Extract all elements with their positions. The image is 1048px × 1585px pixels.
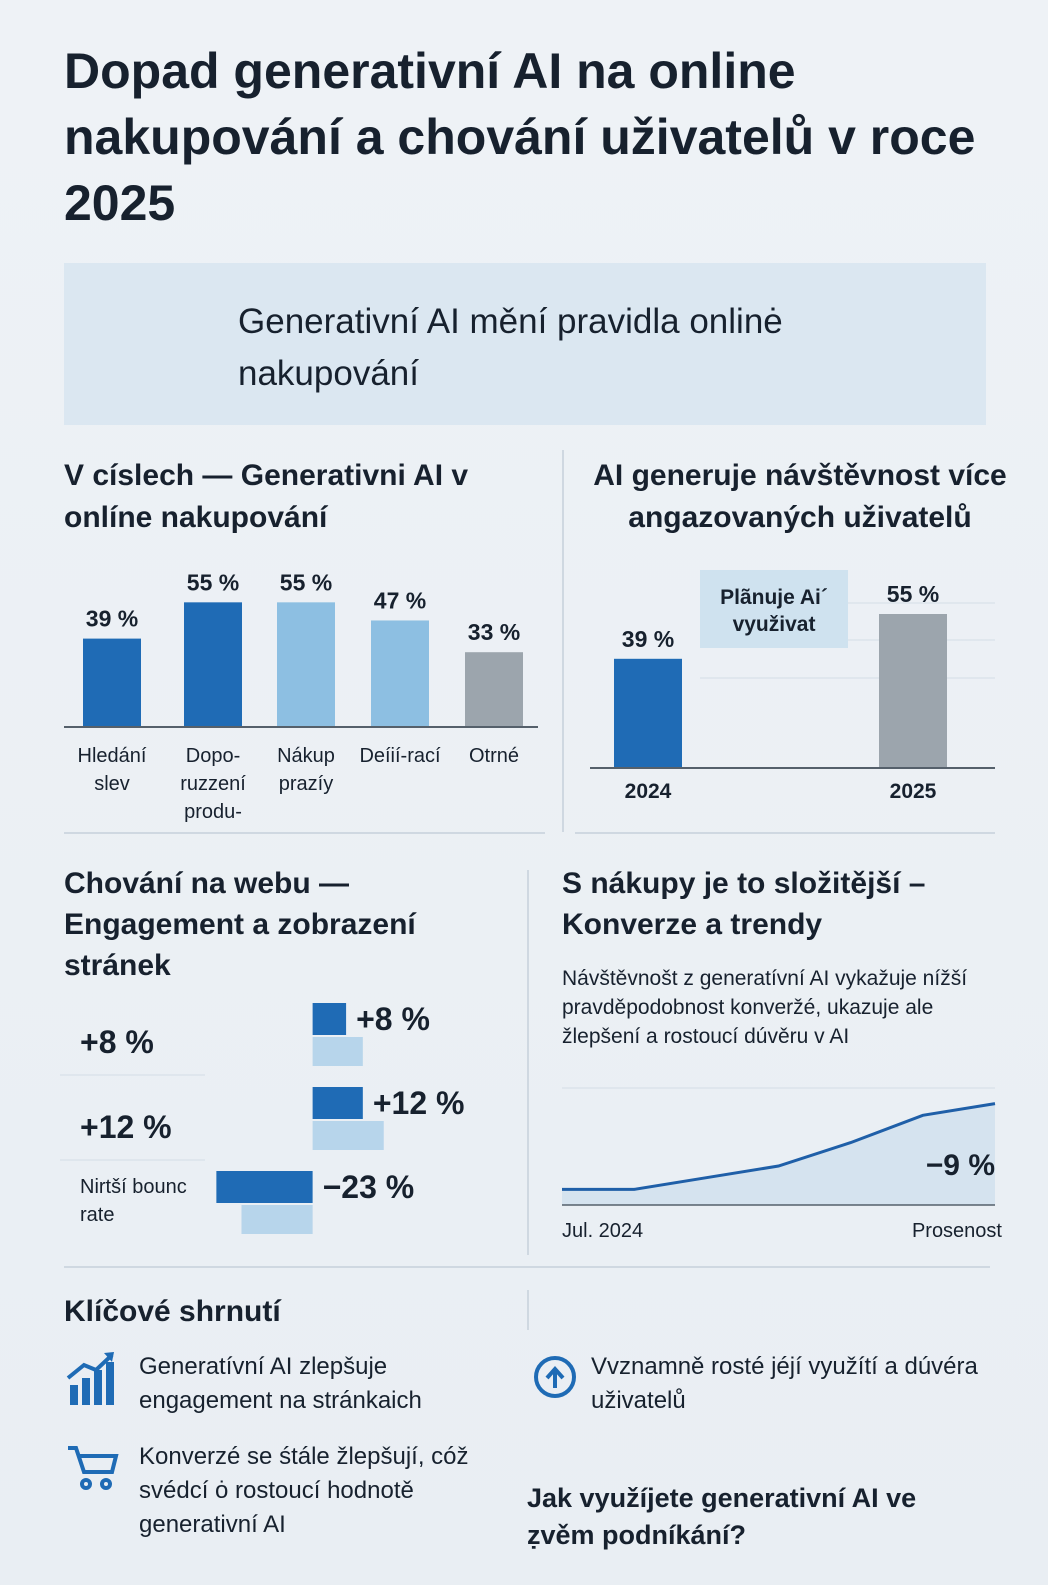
- value-label: 55 %: [280, 569, 332, 595]
- bar: [465, 652, 523, 727]
- cart-icon: [68, 1446, 119, 1490]
- banner: [64, 263, 986, 425]
- bar: [312, 1087, 363, 1119]
- bar: [83, 638, 141, 727]
- value-label: +8 %: [356, 1001, 430, 1037]
- summary-question: Jak využíjete generativní AI ve ẓvěm pod…: [527, 1483, 917, 1550]
- area: [562, 1103, 995, 1205]
- bar: [184, 602, 242, 727]
- value-label: 55 %: [887, 581, 939, 607]
- bar: [216, 1171, 313, 1203]
- arrow-up-icon: [534, 1356, 576, 1398]
- chart-subtitle: Návštěvnošt z generatívní AI vykažuje ní…: [562, 967, 968, 1048]
- bar: [879, 614, 947, 768]
- category-label: Dopo-ruzzení produ-: [180, 745, 246, 823]
- summary-item: Vvznamně rosté jéjí využítí a dúvéra uži…: [591, 1353, 978, 1414]
- row-label: +8 %: [80, 1024, 154, 1060]
- category-label: 2025: [889, 780, 937, 803]
- value-label: 39 %: [86, 606, 138, 632]
- summary-item: Konverzé se śtále žlepšují, cóž svédcí ȯ…: [139, 1443, 469, 1538]
- bar: [312, 1003, 347, 1035]
- chart-title: Chování na webu — Engagement a zobrazení…: [64, 867, 416, 982]
- annotation: Plãnuje Ai´ využivat: [720, 586, 828, 636]
- annotation-box: [700, 570, 848, 648]
- value-label: 33 %: [468, 619, 520, 645]
- x-tick-label: Prosenost: [912, 1220, 1002, 1242]
- chart-title: AI generuje návštěvnost více angazovanýc…: [593, 459, 1007, 534]
- bar: [241, 1205, 313, 1234]
- category-label: Otrné: [468, 745, 520, 767]
- category-label: Deíií-rací: [359, 745, 441, 767]
- value-label: +12 %: [373, 1085, 465, 1121]
- bar: [614, 658, 682, 768]
- row-label: +12 %: [80, 1109, 172, 1145]
- row-label: Nirtší bounc rate: [80, 1176, 187, 1226]
- chart-title: S nákupy je to složitější – Konverze a t…: [562, 867, 926, 941]
- value-label: −23 %: [323, 1169, 415, 1205]
- category-label: Nákup prazíy: [277, 745, 335, 795]
- category-label: 2024: [624, 780, 672, 803]
- page-title: Dopad generativní AI na online nakupován…: [64, 43, 976, 231]
- bar: [371, 620, 429, 727]
- annotation: −9 %: [926, 1149, 995, 1182]
- summary-title: Klíčové shrnutí: [64, 1295, 281, 1328]
- chart-icon: [66, 1352, 114, 1405]
- bar: [312, 1037, 363, 1066]
- x-tick-label: Jul. 2024: [562, 1220, 643, 1242]
- value-label: 55 %: [187, 569, 239, 595]
- bar: [312, 1121, 384, 1150]
- value-label: 39 %: [622, 626, 674, 652]
- summary-item: Generatívní AI zlepšuje engagement na st…: [139, 1353, 422, 1414]
- banner-text: Generativní AI mění pravidla onlinė naku…: [238, 302, 783, 393]
- chart-title: V císlech — Generativni AI v onlíne naku…: [64, 459, 469, 534]
- category-label: Hledání slev: [77, 745, 147, 795]
- bar: [277, 602, 335, 727]
- line: [562, 1102, 996, 1191]
- value-label: 47 %: [374, 587, 426, 613]
